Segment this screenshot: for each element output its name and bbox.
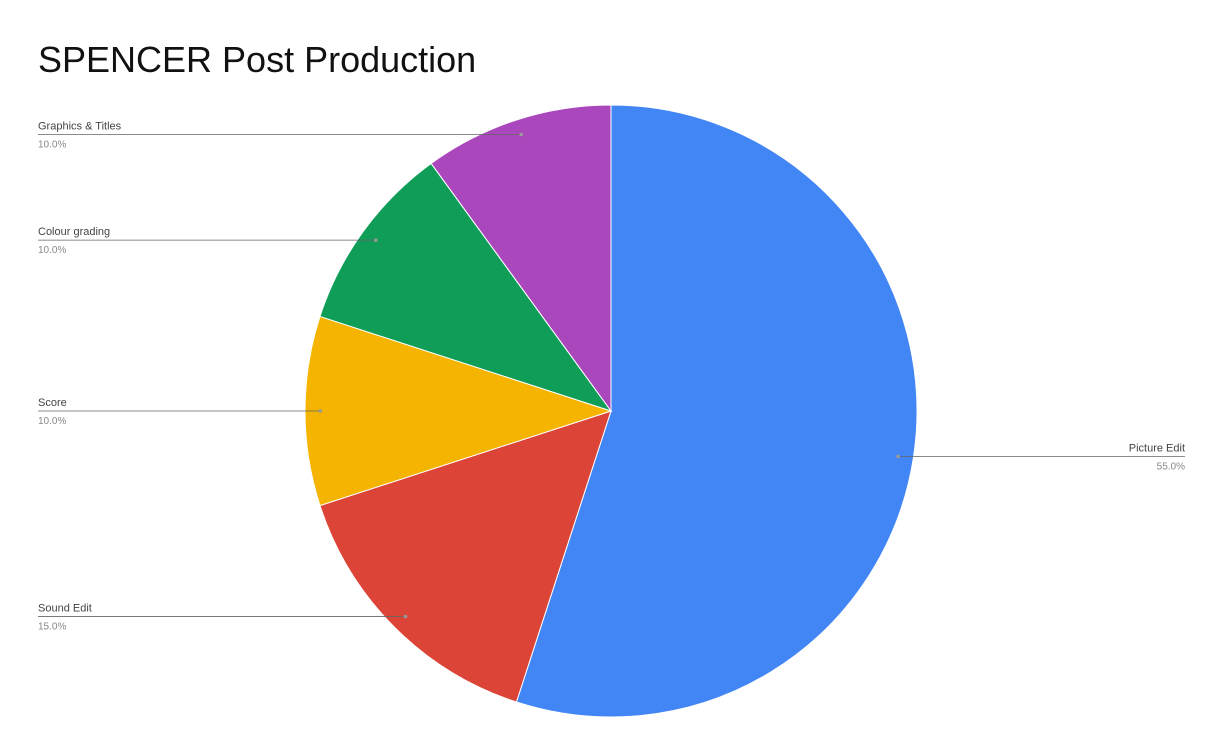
- slice-value-label: 55.0%: [1157, 461, 1185, 472]
- leader-dot: [403, 614, 408, 619]
- leader-dot: [318, 409, 323, 413]
- pie-slice: [319, 410, 612, 703]
- slice-label: Graphics & Titles: [38, 121, 122, 133]
- slice-label: Score: [38, 397, 67, 409]
- slice-label: Sound Edit: [38, 603, 92, 615]
- slice-label: Picture Edit: [1129, 442, 1185, 454]
- slice-label: Colour grading: [38, 226, 110, 238]
- leader-dot: [896, 454, 900, 459]
- pie-slice: [319, 162, 613, 412]
- slice-value-label: 15.0%: [38, 622, 66, 633]
- pie-slice: [430, 104, 612, 413]
- leader-dot: [374, 238, 378, 242]
- slice-value-label: 10.0%: [38, 416, 66, 427]
- chart-title: SPENCER Post Production: [38, 39, 476, 80]
- slice-value-label: 10.0%: [38, 245, 66, 256]
- pie-slice: [515, 104, 918, 718]
- leader-dot: [519, 132, 523, 137]
- slice-value-label: 10.0%: [38, 140, 66, 151]
